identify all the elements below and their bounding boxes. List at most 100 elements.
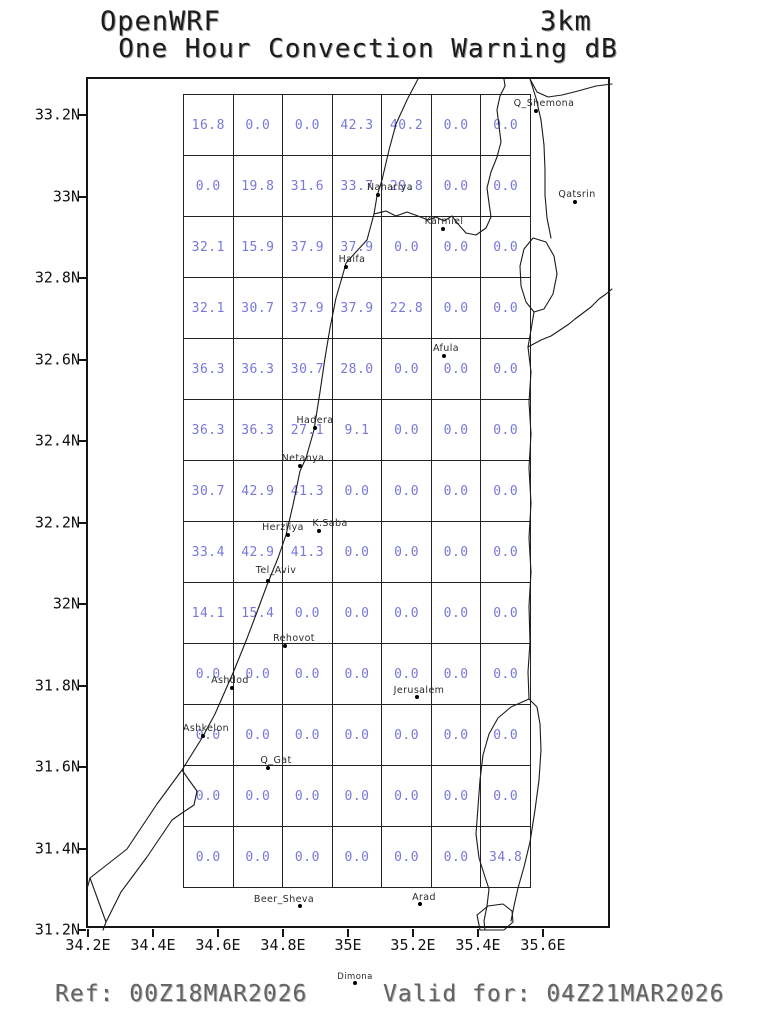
- grid-cell: 0.0: [431, 217, 482, 278]
- city-label-afula: Afula: [433, 343, 459, 354]
- grid-cell-value: 0.0: [394, 544, 420, 560]
- grid-cell: 40.2: [382, 95, 432, 156]
- grid-cell: 37.9: [283, 278, 333, 339]
- grid-cell: 27.1: [283, 400, 333, 461]
- grid-cell-value: 37.9: [290, 300, 325, 316]
- grid-cell-value: 28.0: [340, 361, 374, 377]
- grid-cell: 0.0: [431, 156, 482, 217]
- grid-cell: 37.9: [283, 217, 333, 278]
- grid-cell-value: 30.7: [241, 300, 275, 316]
- lon-tick-mark: [412, 929, 414, 937]
- lon-tick-mark: [87, 929, 89, 937]
- grid-cell-value: 14.1: [191, 605, 225, 621]
- grid-cell-value: 0.0: [294, 117, 320, 133]
- grid-cell-value: 0.0: [443, 239, 469, 255]
- lon-tick-label: 35E: [334, 936, 362, 954]
- grid-cell-value: 0.0: [294, 727, 320, 743]
- lat-tick-label: 32N: [52, 594, 80, 613]
- grid-cell-value: 0.0: [294, 788, 320, 804]
- grid-cell: 30.7: [184, 461, 234, 522]
- city-dot-karmiel: [441, 227, 445, 231]
- grid-cell: 36.3: [184, 400, 234, 461]
- grid-cell-value: 0.0: [344, 544, 370, 560]
- grid-cell-value: 0.0: [245, 788, 271, 804]
- lat-tick-mark: [78, 196, 86, 198]
- grid-cell-value: 33.4: [191, 544, 225, 560]
- grid-cell: 28.0: [332, 339, 383, 400]
- grid-cell: 0.0: [481, 766, 531, 827]
- grid-cell: 0.0: [332, 522, 383, 583]
- grid-cell-value: 42.3: [340, 117, 374, 133]
- grid-cell-value: 0.0: [344, 788, 370, 804]
- grid-cell-value: 42.9: [241, 483, 275, 499]
- city-label-ashdod: Ashdod: [211, 675, 249, 686]
- grid-cell: 0.0: [481, 583, 531, 644]
- city-dot-rehovot: [283, 644, 287, 648]
- plot-subtitle: One Hour Convection Warning dB: [118, 34, 618, 64]
- city-dot-arad: [418, 902, 422, 906]
- lon-tick-label: 35.4E: [455, 936, 501, 954]
- grid-cell-value: 0.0: [443, 178, 469, 194]
- city-dot-k-saba: [317, 529, 321, 533]
- lat-tick-label: 32.4N: [34, 431, 80, 450]
- grid-cell-value: 0.0: [443, 788, 469, 804]
- grid-cell-value: 0.0: [443, 483, 469, 499]
- grid-cell-value: 0.0: [493, 239, 519, 255]
- value-grid: 16.8 0.0 0.0 42.3 40.2 0.0 0.0 0.0 19.8 31.6 33.7 2…: [183, 94, 531, 888]
- grid-cell: 32.1: [184, 278, 234, 339]
- grid-cell: 0.0: [431, 95, 482, 156]
- model-title: OpenWRF: [100, 6, 221, 37]
- grid-cell: 22.8: [382, 278, 432, 339]
- grid-cell-value: 36.3: [191, 422, 225, 438]
- grid-cell: 42.3: [332, 95, 383, 156]
- lon-tick-label: 35.2E: [390, 936, 436, 954]
- grid-cell: 37.9: [332, 278, 383, 339]
- plot-frame: [86, 77, 610, 928]
- resolution-label: 3km: [540, 6, 592, 37]
- lat-tick-mark: [78, 277, 86, 279]
- city-label-beer-sheva: Beer_Sheva: [253, 894, 315, 905]
- grid-cell-value: 0.0: [195, 788, 221, 804]
- grid-cell-value: 0.0: [394, 727, 420, 743]
- city-label-tel-aviv: Tel_Aviv: [255, 565, 297, 576]
- city-dot-ashkelon: [201, 734, 205, 738]
- city-dot-nahariya: [376, 193, 380, 197]
- city-label-netanya: Netanya: [281, 453, 325, 464]
- grid-cell: 0.0: [382, 827, 432, 888]
- grid-cell-value: 0.0: [493, 422, 519, 438]
- grid-cell-value: 32.1: [191, 239, 225, 255]
- grid-cell: 0.0: [481, 461, 531, 522]
- grid-cell: 0.0: [382, 400, 432, 461]
- lat-tick-label: 31.8N: [34, 676, 80, 695]
- grid-cell: 0.0: [332, 827, 383, 888]
- grid-cell-value: 0.0: [493, 544, 519, 560]
- grid-cell-value: 41.3: [290, 483, 325, 499]
- city-dot-qatsrin: [573, 200, 577, 204]
- grid-cell: 36.3: [184, 339, 234, 400]
- grid-cell-value: 16.8: [191, 117, 225, 133]
- grid-cell: 0.0: [184, 156, 234, 217]
- city-dot-ashdod: [230, 686, 234, 690]
- grid-cell-value: 37.9: [340, 239, 374, 255]
- grid-cell-value: 0.0: [294, 849, 320, 865]
- lat-tick-label: 33.2N: [34, 105, 80, 124]
- city-label-haifa: Haifa: [338, 254, 366, 265]
- grid-cell-value: 0.0: [443, 727, 469, 743]
- city-dot-dimona: [353, 981, 357, 985]
- grid-cell-value: 0.0: [493, 178, 519, 194]
- grid-cell-value: 15.9: [241, 239, 275, 255]
- grid-cell-value: 15.4: [241, 605, 275, 621]
- grid-cell-value: 22.8: [389, 300, 424, 316]
- grid-cell: 0.0: [332, 644, 383, 705]
- grid-cell: 0.0: [233, 95, 284, 156]
- grid-cell-value: 30.7: [191, 483, 225, 499]
- lat-tick-label: 32.2N: [34, 513, 80, 532]
- grid-cell: 14.1: [184, 583, 234, 644]
- city-dot-afula: [442, 354, 446, 358]
- grid-cell-value: 0.0: [443, 300, 469, 316]
- grid-cell-value: 0.0: [394, 788, 420, 804]
- grid-cell-value: 0.0: [493, 117, 519, 133]
- grid-cell: 0.0: [431, 339, 482, 400]
- city-label-k-saba: K.Saba: [312, 518, 348, 529]
